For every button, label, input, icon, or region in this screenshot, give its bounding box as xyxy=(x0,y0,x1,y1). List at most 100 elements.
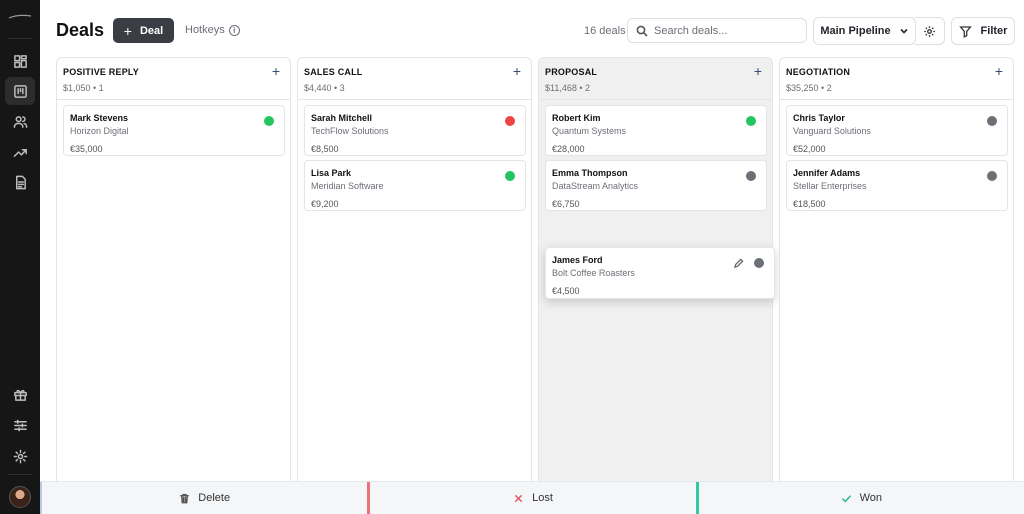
column-summary: $35,250 • 2 xyxy=(786,83,832,93)
contacts-icon xyxy=(13,115,27,128)
deal-card[interactable]: Jennifer Adams Stellar Enterprises €18,5… xyxy=(786,160,1008,211)
column-header: POSITIVE REPLY $1,050 • 1 + xyxy=(57,58,290,100)
delete-label: Delete xyxy=(198,492,231,504)
sidebar-item-gifts[interactable] xyxy=(5,380,35,408)
deal-contact: Jennifer Adams xyxy=(793,168,861,178)
deal-company: Horizon Digital xyxy=(70,126,129,136)
column-header: NEGOTIATION $35,250 • 2 + xyxy=(780,58,1013,100)
add-card-icon[interactable]: + xyxy=(512,63,521,79)
pipeline-select[interactable]: Main Pipeline xyxy=(813,17,916,45)
deal-contact: James Ford xyxy=(552,255,603,265)
sidebar-item-documents[interactable] xyxy=(5,168,35,196)
search-box[interactable] xyxy=(627,18,807,43)
deal-contact: Lisa Park xyxy=(311,168,352,178)
deal-count: 16 deals xyxy=(584,25,626,37)
deal-card[interactable]: Sarah Mitchell TechFlow Solutions €8,500 xyxy=(304,105,526,156)
sidebar-item-reports[interactable] xyxy=(5,138,35,166)
deal-contact: Sarah Mitchell xyxy=(311,113,373,123)
sidebar-item-settings[interactable] xyxy=(5,442,35,470)
deal-contact: Emma Thompson xyxy=(552,168,628,178)
sidebar-item-adjustments[interactable] xyxy=(5,411,35,439)
trending-icon xyxy=(13,148,27,157)
column-positive-reply: POSITIVE REPLY $1,050 • 1 + Mark Stevens… xyxy=(56,57,291,497)
won-drop-zone[interactable]: Won xyxy=(695,482,1024,514)
deal-contact: Chris Taylor xyxy=(793,113,845,123)
deal-card[interactable]: Robert Kim Quantum Systems €28,000 xyxy=(545,105,767,156)
add-card-icon[interactable]: + xyxy=(753,63,762,79)
status-dot-icon xyxy=(987,171,997,181)
column-title: POSITIVE REPLY xyxy=(63,67,139,77)
add-card-icon[interactable]: + xyxy=(271,63,280,79)
status-dot-icon xyxy=(505,171,515,181)
hotkeys-label: Hotkeys xyxy=(185,24,225,36)
board-icon xyxy=(13,84,27,98)
deal-card-dragging[interactable]: James Ford Bolt Coffee Roasters €4,500 xyxy=(545,247,775,299)
column-title: PROPOSAL xyxy=(545,67,598,77)
deal-contact: Mark Stevens xyxy=(70,113,129,123)
status-dot-icon xyxy=(754,258,764,268)
column-summary: $4,440 • 3 xyxy=(304,83,345,93)
gear-icon xyxy=(924,25,935,37)
filter-button[interactable]: Filter xyxy=(951,17,1015,45)
deal-card[interactable]: Mark Stevens Horizon Digital €35,000 xyxy=(63,105,285,156)
sidebar xyxy=(0,0,40,514)
check-icon xyxy=(841,494,851,502)
page-title: Deals xyxy=(56,20,105,40)
sliders-icon xyxy=(13,419,27,431)
sidebar-divider xyxy=(8,474,32,475)
deal-card[interactable]: Chris Taylor Vanguard Solutions €52,000 xyxy=(786,105,1008,156)
column-negotiation: NEGOTIATION $35,250 • 2 + Chris Taylor V… xyxy=(779,57,1014,497)
deal-amount: €8,500 xyxy=(311,144,339,154)
delete-drop-zone[interactable]: Delete xyxy=(40,482,367,514)
deal-amount: €28,000 xyxy=(552,144,585,154)
status-dot-icon xyxy=(987,116,997,126)
trash-icon xyxy=(180,493,190,503)
column-proposal: PROPOSAL $11,468 • 2 + Robert Kim Quantu… xyxy=(538,57,775,497)
add-deal-label: Deal xyxy=(139,24,164,37)
status-dot-icon xyxy=(505,116,515,126)
dashboard-icon xyxy=(13,54,27,68)
info-icon: i xyxy=(228,24,240,36)
add-card-icon[interactable]: + xyxy=(994,63,1003,79)
drop-action-bar: Delete Lost Won xyxy=(40,481,1024,514)
sidebar-item-deals[interactable] xyxy=(5,77,35,105)
search-input[interactable] xyxy=(654,24,804,37)
column-summary: $1,050 • 1 xyxy=(63,83,104,93)
search-icon xyxy=(636,25,648,37)
settings-icon xyxy=(13,449,27,463)
document-icon xyxy=(15,175,26,189)
deal-amount: €18,500 xyxy=(793,199,826,209)
hotkeys-button[interactable]: Hotkeys i xyxy=(185,24,240,36)
chevron-down-icon xyxy=(900,28,908,34)
sidebar-item-contacts[interactable] xyxy=(5,107,35,135)
won-label: Won xyxy=(859,492,883,504)
lost-drop-zone[interactable]: Lost xyxy=(367,482,695,514)
sidebar-divider xyxy=(8,38,32,39)
status-dot-icon xyxy=(746,116,756,126)
deal-card[interactable]: Lisa Park Meridian Software €9,200 xyxy=(304,160,526,211)
deal-card[interactable]: Emma Thompson DataStream Analytics €6,75… xyxy=(545,160,767,211)
column-summary: $11,468 • 2 xyxy=(545,83,591,93)
deal-amount: €35,000 xyxy=(70,144,103,154)
avatar[interactable] xyxy=(9,486,31,508)
gift-icon xyxy=(13,389,27,401)
deal-amount: €9,200 xyxy=(311,199,339,209)
deal-company: Vanguard Solutions xyxy=(793,126,871,136)
deal-company: Bolt Coffee Roasters xyxy=(552,268,635,278)
deal-amount: €52,000 xyxy=(793,144,826,154)
deal-company: DataStream Analytics xyxy=(552,181,639,191)
sidebar-item-dashboard[interactable] xyxy=(5,47,35,75)
deal-amount: €6,750 xyxy=(552,199,580,209)
pipeline-settings-button[interactable] xyxy=(915,17,945,45)
edit-pencil-icon[interactable] xyxy=(733,256,744,269)
column-title: SALES CALL xyxy=(304,67,363,77)
column-header: PROPOSAL $11,468 • 2 + xyxy=(539,58,772,100)
status-dot-icon xyxy=(264,116,274,126)
add-deal-button[interactable]: + Deal xyxy=(113,18,174,43)
filter-label: Filter xyxy=(980,25,1008,37)
column-sales-call: SALES CALL $4,440 • 3 + Sarah Mitchell T… xyxy=(297,57,532,497)
lost-label: Lost xyxy=(532,492,553,504)
filter-icon xyxy=(958,25,972,38)
deal-company: Meridian Software xyxy=(311,181,384,191)
deal-amount: €4,500 xyxy=(552,286,580,296)
